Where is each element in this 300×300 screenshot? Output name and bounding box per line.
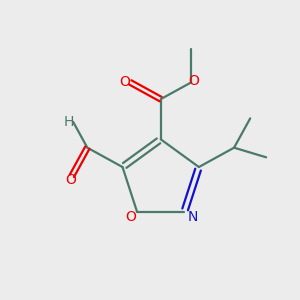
Text: H: H (64, 115, 74, 129)
Text: N: N (187, 210, 197, 224)
Text: O: O (188, 74, 199, 88)
Text: O: O (125, 210, 136, 224)
Text: O: O (119, 75, 130, 89)
Text: O: O (65, 173, 76, 187)
